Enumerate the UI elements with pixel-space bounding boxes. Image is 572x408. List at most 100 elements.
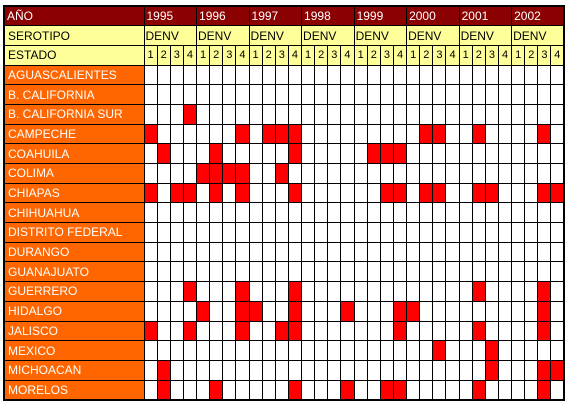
- empty-cell: [274, 340, 289, 361]
- state-name: MICHOACAN: [3, 359, 145, 381]
- empty-cell: [156, 182, 171, 204]
- empty-cell: [327, 241, 342, 263]
- empty-cell: [458, 379, 473, 401]
- table-row: GUANAJUATO: [3, 261, 565, 283]
- empty-cell: [274, 182, 289, 204]
- state-name: B. CALIFORNIA: [3, 84, 145, 105]
- empty-cell: [406, 320, 421, 342]
- empty-cell: [353, 261, 368, 283]
- marked-cell: [235, 281, 250, 302]
- empty-cell: [511, 359, 526, 381]
- empty-cell: [287, 64, 303, 86]
- empty-cell: [550, 379, 565, 401]
- empty-cell: [209, 123, 224, 145]
- empty-cell: [156, 163, 171, 184]
- marked-cell: [235, 163, 250, 184]
- marked-cell: [484, 340, 499, 361]
- empty-cell: [471, 241, 486, 263]
- empty-cell: [379, 320, 394, 342]
- empty-cell: [182, 222, 198, 243]
- subcol-header: 3: [379, 44, 394, 66]
- empty-cell: [550, 64, 565, 86]
- empty-cell: [235, 64, 250, 86]
- empty-cell: [471, 103, 486, 125]
- empty-cell: [196, 202, 211, 224]
- empty-cell: [248, 340, 263, 361]
- marked-cell: [379, 379, 394, 401]
- empty-cell: [419, 103, 434, 125]
- empty-cell: [353, 103, 368, 125]
- empty-cell: [419, 84, 434, 105]
- marked-cell: [156, 143, 171, 164]
- empty-cell: [524, 182, 539, 204]
- empty-cell: [511, 320, 526, 342]
- empty-cell: [484, 222, 499, 243]
- empty-cell: [406, 281, 421, 302]
- empty-cell: [419, 261, 434, 283]
- empty-cell: [379, 103, 394, 125]
- empty-cell: [432, 359, 447, 381]
- empty-cell: [222, 143, 237, 164]
- empty-cell: [471, 340, 486, 361]
- empty-cell: [301, 163, 316, 184]
- empty-cell: [379, 222, 394, 243]
- empty-cell: [274, 64, 289, 86]
- marked-cell: [143, 123, 158, 145]
- empty-cell: [274, 300, 289, 322]
- state-name: GUERRERO: [3, 281, 145, 302]
- empty-cell: [445, 143, 460, 164]
- empty-cell: [379, 300, 394, 322]
- year-header: 1997: [248, 5, 303, 27]
- marked-cell: [537, 123, 552, 145]
- empty-cell: [169, 379, 184, 401]
- empty-cell: [209, 261, 224, 283]
- empty-cell: [484, 320, 499, 342]
- serotype-value: DENV: [458, 25, 513, 46]
- empty-cell: [222, 222, 237, 243]
- year-label: AÑO: [3, 5, 145, 27]
- empty-cell: [287, 163, 303, 184]
- empty-cell: [274, 359, 289, 381]
- empty-cell: [379, 241, 394, 263]
- empty-cell: [340, 241, 355, 263]
- empty-cell: [261, 320, 276, 342]
- empty-cell: [497, 261, 513, 283]
- empty-cell: [169, 261, 184, 283]
- empty-cell: [209, 300, 224, 322]
- empty-cell: [432, 84, 447, 105]
- state-name: COLIMA: [3, 163, 145, 184]
- empty-cell: [301, 103, 316, 125]
- subcol-header: 4: [182, 44, 198, 66]
- empty-cell: [261, 281, 276, 302]
- empty-cell: [524, 84, 539, 105]
- subcol-header: 1: [301, 44, 316, 66]
- empty-cell: [169, 84, 184, 105]
- subcol-header: 3: [274, 44, 289, 66]
- empty-cell: [537, 84, 552, 105]
- empty-cell: [196, 340, 211, 361]
- empty-cell: [261, 379, 276, 401]
- subcol-header: 1: [511, 44, 526, 66]
- empty-cell: [524, 359, 539, 381]
- empty-cell: [340, 359, 355, 381]
- empty-cell: [340, 340, 355, 361]
- empty-cell: [379, 202, 394, 224]
- year-header: 1999: [353, 5, 408, 27]
- empty-cell: [511, 64, 526, 86]
- empty-cell: [484, 103, 499, 125]
- state-name: CAMPECHE: [3, 123, 145, 145]
- empty-cell: [524, 379, 539, 401]
- empty-cell: [235, 84, 250, 105]
- table-row: MORELOS: [3, 379, 565, 401]
- empty-cell: [327, 300, 342, 322]
- serotype-value: DENV: [301, 25, 355, 46]
- empty-cell: [419, 202, 434, 224]
- empty-cell: [524, 261, 539, 283]
- empty-cell: [366, 163, 381, 184]
- marked-cell: [366, 143, 381, 164]
- marked-cell: [156, 359, 171, 381]
- empty-cell: [327, 123, 342, 145]
- empty-cell: [392, 202, 408, 224]
- empty-cell: [458, 222, 473, 243]
- empty-cell: [550, 143, 565, 164]
